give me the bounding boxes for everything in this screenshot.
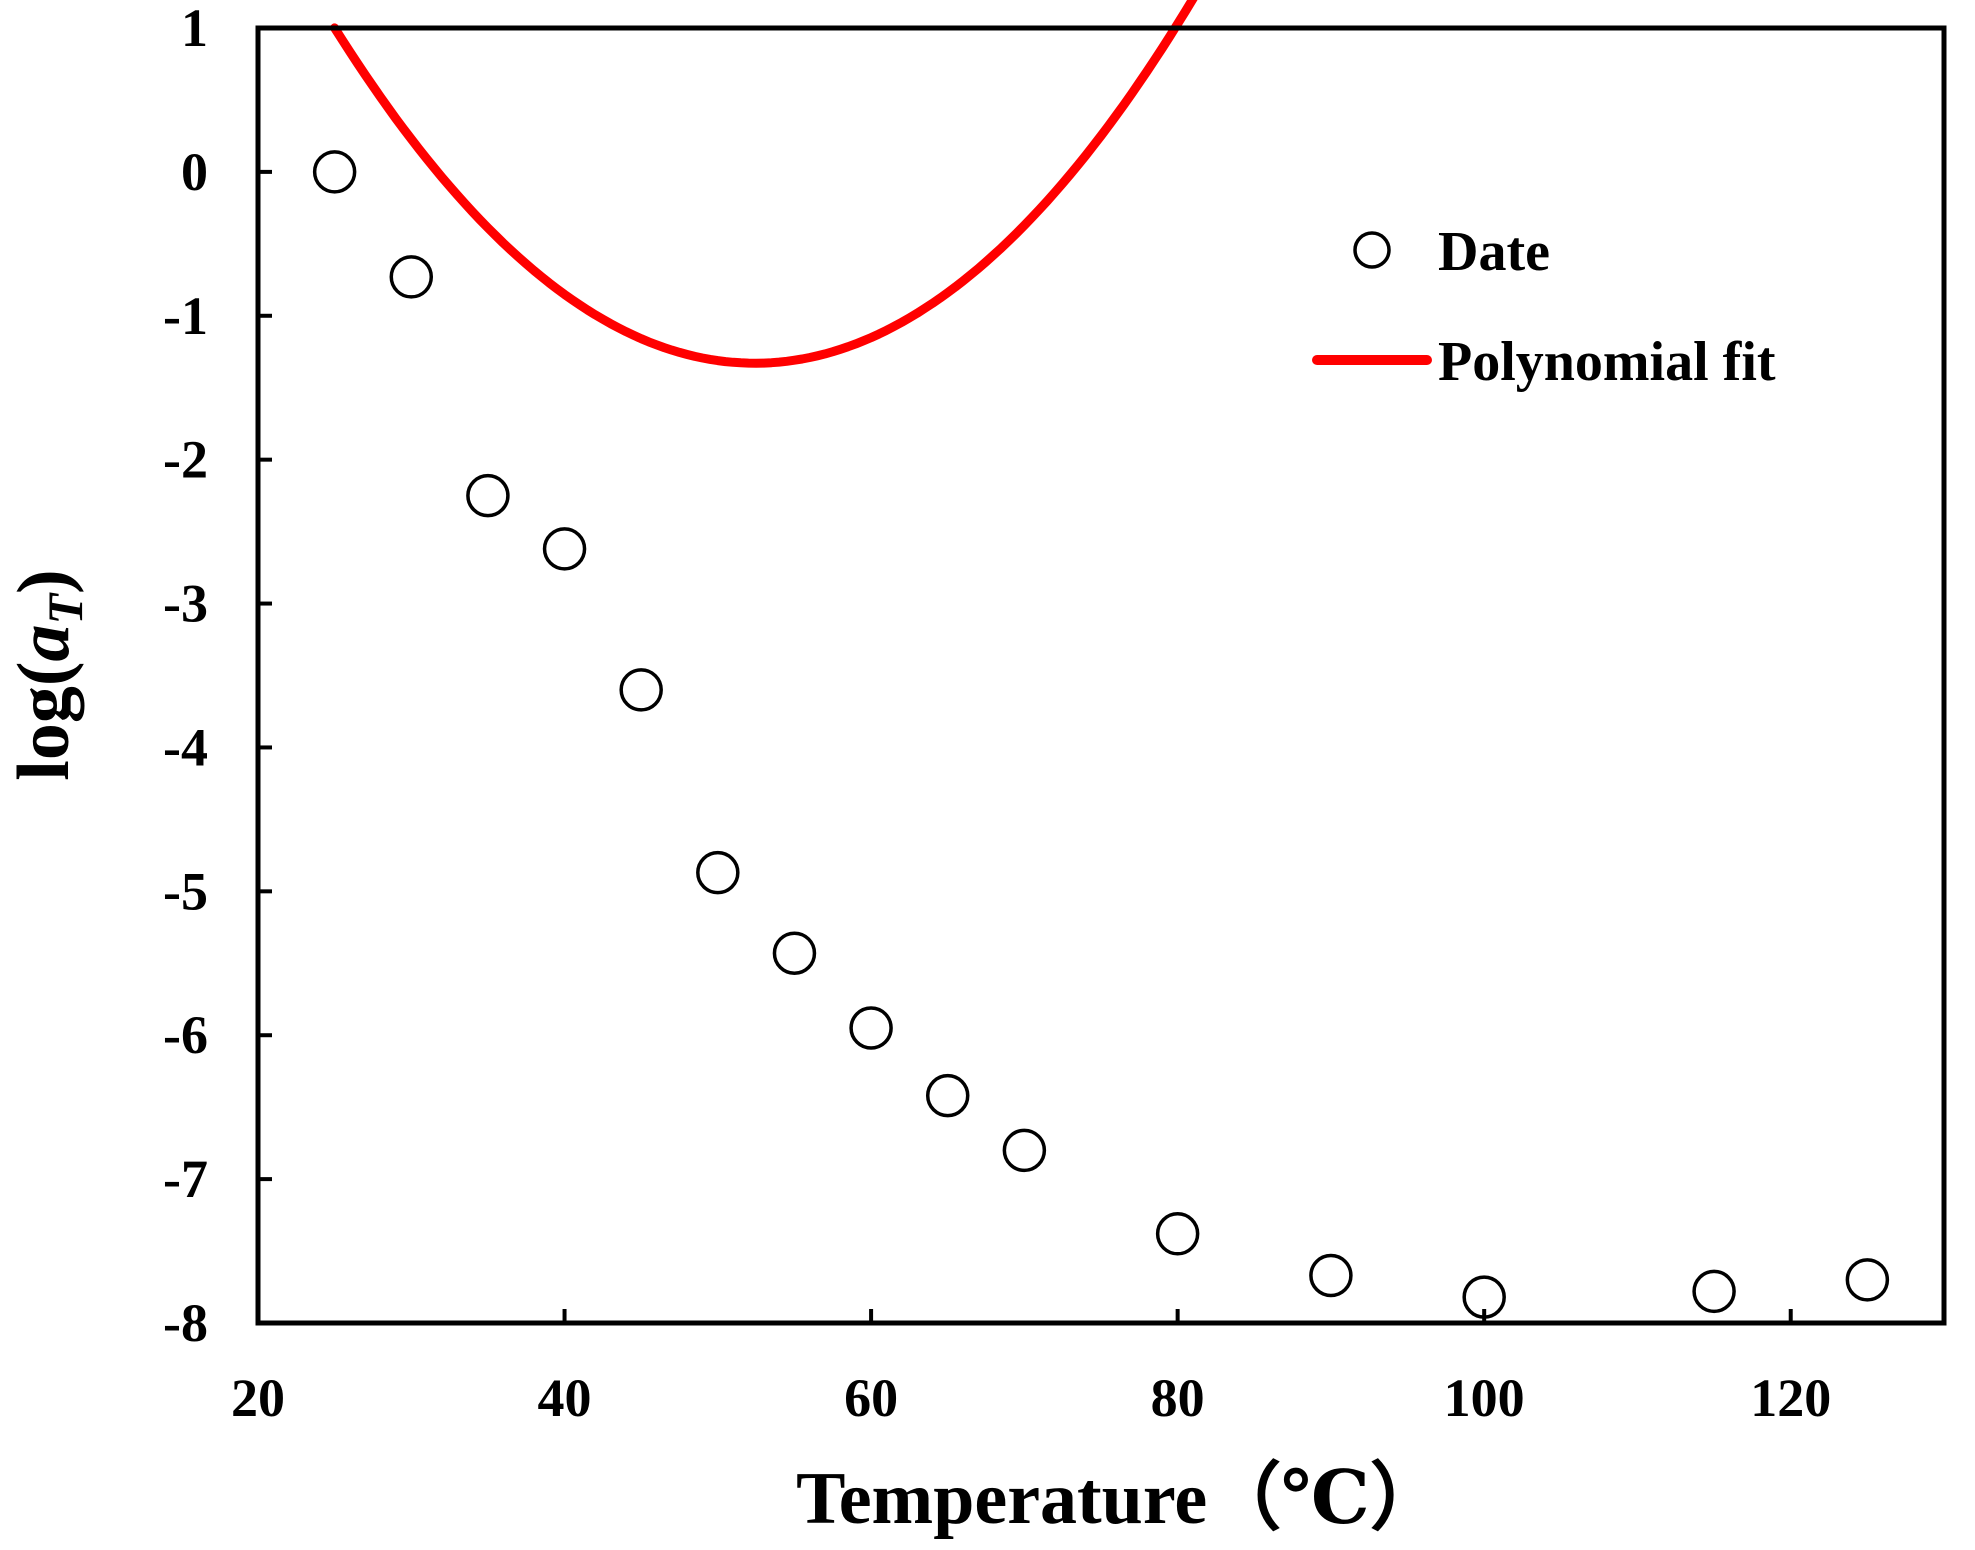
y-tick-label: 0 [181, 142, 208, 202]
legend-label-fit: Polynomial fit [1438, 331, 1776, 393]
data-point [1155, 1212, 1200, 1256]
data-point [619, 668, 663, 712]
x-tick-label: 80 [1151, 1368, 1205, 1428]
data-point [925, 1073, 970, 1118]
legend-marker-date [1353, 231, 1391, 269]
legend-label-date: Date [1438, 221, 1550, 283]
data-point [696, 850, 740, 895]
y-tick-label: -8 [163, 1293, 208, 1353]
data-point [1692, 1269, 1736, 1314]
plot-frame [255, 25, 1947, 1326]
data-point [466, 473, 510, 518]
data-point [1845, 1258, 1890, 1302]
x-tick-label: 60 [844, 1368, 898, 1428]
x-tick-label: 120 [1750, 1368, 1831, 1428]
data-point [312, 150, 357, 194]
y-axis-title: log(aT) [3, 569, 93, 780]
y-tick-label: -6 [163, 1005, 208, 1065]
fit-layer [330, 0, 1198, 368]
y-tick-label: -2 [163, 430, 208, 490]
fit-line [330, 0, 1198, 368]
y-tick-label: -3 [163, 574, 208, 634]
x-axis-title: Temperature（℃） [796, 1458, 1444, 1540]
x-tick-label: 100 [1444, 1368, 1525, 1428]
tick-layer: 20 40 60 80 100 120 1 0 -1 -2 -3 -4 -5 -6 -7 -8 [163, 0, 1831, 1428]
data-point [849, 1006, 893, 1050]
y-axis-title-suffix: ) [3, 569, 85, 594]
data-point [772, 931, 817, 975]
x-tick-label: 40 [538, 1368, 592, 1428]
marker-layer [312, 150, 1890, 1319]
y-tick-label: 1 [181, 0, 208, 58]
y-axis-title-var: a [3, 625, 85, 662]
data-point [1002, 1128, 1047, 1173]
legend: Date Polynomial fit [1312, 221, 1776, 393]
y-axis-title-prefix: log( [3, 662, 85, 781]
y-axis-title-sub: T [37, 592, 93, 625]
y-tick-label: -4 [163, 717, 208, 777]
data-point [1309, 1253, 1353, 1298]
y-tick-label: -1 [163, 286, 208, 346]
x-tick-label: 20 [231, 1368, 285, 1428]
y-tick-label: -5 [163, 861, 208, 921]
data-point [389, 255, 434, 299]
y-tick-label: -7 [163, 1149, 208, 1209]
data-point [542, 527, 587, 571]
